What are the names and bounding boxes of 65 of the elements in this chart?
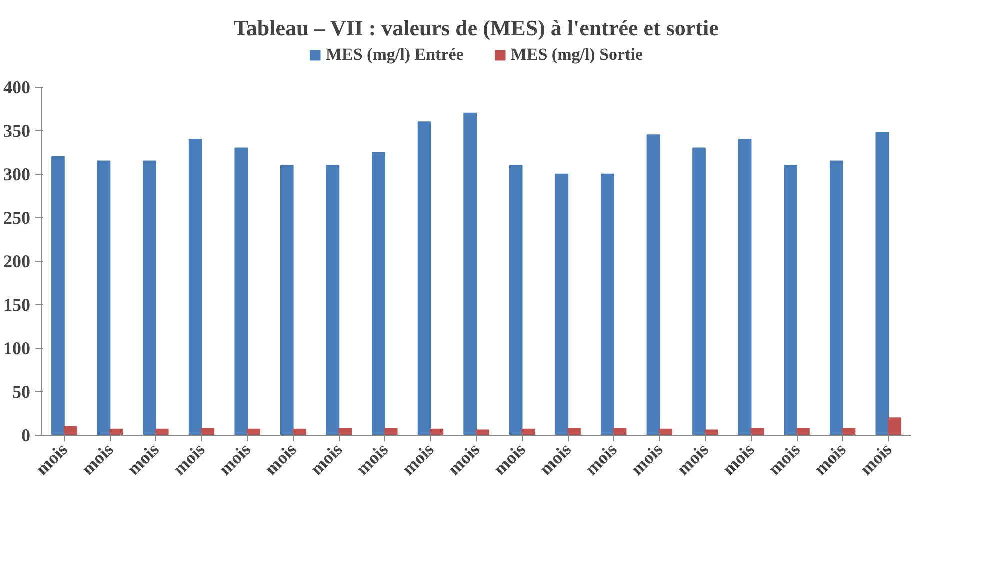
x-tick-label: mois bbox=[627, 439, 667, 480]
y-tick-label: 0 bbox=[22, 426, 30, 446]
bar bbox=[110, 428, 124, 436]
bar bbox=[234, 148, 248, 436]
y-tick-label: 350 bbox=[4, 120, 30, 141]
bar bbox=[842, 428, 856, 436]
bar bbox=[418, 122, 432, 436]
bar bbox=[52, 156, 65, 436]
y-tick-label: 250 bbox=[4, 208, 30, 228]
bar bbox=[738, 139, 752, 436]
bar bbox=[830, 160, 844, 436]
chart-title: Tableau – VII : valeurs de (MES) à l'entrée et sortie bbox=[234, 16, 720, 40]
y-tick-label: 300 bbox=[4, 164, 30, 184]
bar bbox=[646, 134, 660, 436]
x-tick-label: mois bbox=[718, 439, 758, 480]
x-tick-label: mois bbox=[444, 439, 484, 480]
x-tick-label: mois bbox=[536, 439, 576, 480]
x-tick-label: mois bbox=[490, 439, 530, 480]
y-tick-label: 200 bbox=[4, 251, 30, 272]
bar bbox=[888, 418, 902, 436]
bar bbox=[568, 428, 581, 436]
x-tick-label: mois bbox=[672, 439, 713, 480]
bar bbox=[555, 174, 569, 436]
legend-label: MES (mg/l) Sortie bbox=[510, 45, 644, 65]
x-tick-label: mois bbox=[764, 439, 804, 480]
x-tick-label: mois bbox=[123, 439, 164, 480]
bar bbox=[692, 148, 706, 436]
x-tick-label: mois bbox=[306, 439, 346, 480]
bar bbox=[784, 165, 798, 436]
y-tick-label: 150 bbox=[4, 294, 30, 315]
bar bbox=[143, 160, 156, 436]
bar bbox=[188, 139, 202, 436]
x-tick-label: mois bbox=[352, 439, 392, 480]
x-tick-label: mois bbox=[169, 439, 209, 480]
x-tick-label: mois bbox=[856, 439, 896, 480]
legend-label: MES (mg/l) Entrée bbox=[326, 45, 464, 65]
bar bbox=[464, 112, 477, 436]
x-tick-label: mois bbox=[215, 439, 255, 480]
bar bbox=[601, 174, 614, 436]
bar bbox=[430, 428, 444, 436]
bar bbox=[97, 160, 111, 436]
x-tick-label: mois bbox=[810, 439, 850, 480]
x-tick-label: mois bbox=[260, 439, 300, 480]
bar bbox=[750, 428, 764, 436]
bar bbox=[659, 428, 673, 436]
bar bbox=[326, 165, 340, 436]
x-tick-label: mois bbox=[581, 439, 621, 480]
y-tick-label: 100 bbox=[4, 338, 30, 358]
bar bbox=[64, 426, 78, 436]
y-tick-label: 400 bbox=[4, 77, 30, 98]
bar bbox=[247, 428, 260, 436]
bar bbox=[155, 428, 169, 436]
bar bbox=[372, 152, 386, 436]
bar bbox=[613, 428, 627, 436]
bar bbox=[384, 428, 398, 436]
y-tick-label: 50 bbox=[12, 382, 30, 402]
bar bbox=[876, 132, 890, 436]
bar bbox=[201, 428, 215, 436]
x-tick-label: mois bbox=[398, 439, 438, 480]
bar bbox=[796, 428, 810, 436]
x-tick-label: mois bbox=[78, 439, 118, 480]
x-tick-label: mois bbox=[32, 439, 72, 480]
bar bbox=[338, 428, 352, 436]
bar bbox=[509, 165, 523, 436]
bar bbox=[280, 165, 294, 436]
